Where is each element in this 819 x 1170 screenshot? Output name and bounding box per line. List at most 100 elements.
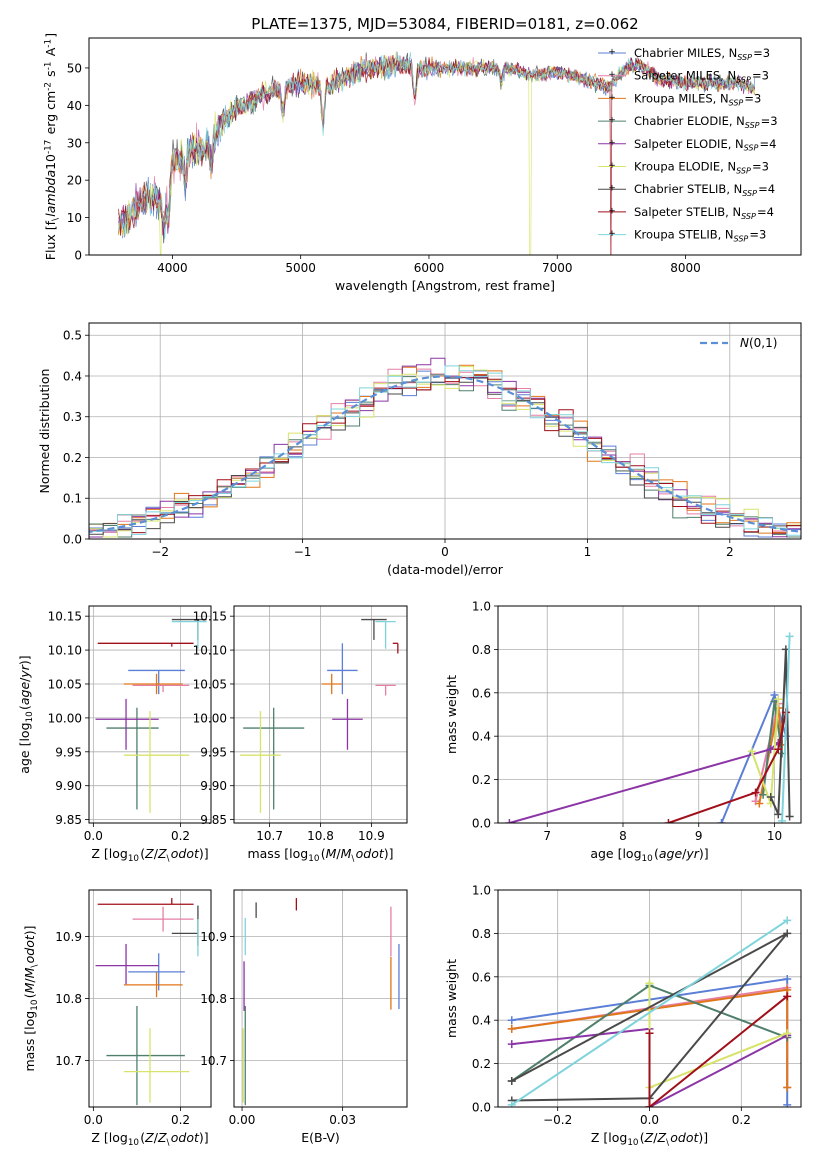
- plot-area-weight-vs-Z: [507, 916, 792, 1107]
- axes-frame: [88, 605, 212, 824]
- weight-marker: [785, 632, 794, 641]
- errorbar-salpeter-miles: [132, 684, 190, 693]
- y-tick-label: 9.85: [200, 813, 227, 827]
- errorbar-chabrier-elodie: [106, 707, 159, 810]
- weight-marker: [507, 1076, 516, 1085]
- y-tick-label: 0.6: [472, 970, 491, 984]
- x-tick-label: 9: [695, 829, 703, 843]
- y-tick-label: 0.8: [472, 927, 491, 941]
- x-tick-label: 0.0: [640, 1113, 659, 1127]
- weight-marker: [783, 916, 792, 925]
- weight-marker: [645, 1103, 654, 1107]
- x-axis-label: wavelength [Angstrom, rest frame]: [335, 278, 555, 293]
- x-tick-label: 4000: [157, 261, 188, 275]
- weight-line-salpeter-stelib: [668, 712, 787, 823]
- weight-marker: [778, 816, 787, 823]
- x-axis-label: E(B-V): [301, 1130, 340, 1145]
- y-tick-label: 0.1: [63, 492, 82, 506]
- y-axis-label: mass weight: [444, 959, 459, 1038]
- weight-marker: [645, 1029, 654, 1038]
- y-tick-label: 0.0: [63, 533, 82, 547]
- weight-marker: [783, 992, 792, 1001]
- y-tick-label: 0.0: [472, 1101, 491, 1115]
- weight-line-salpeter-stelib: [648, 995, 788, 1107]
- y-tick-label: 0.2: [472, 1057, 491, 1071]
- y-tick-label: 10.10: [48, 644, 82, 658]
- errorbar-kroupa-miles: [123, 972, 183, 998]
- plot-area-weight-vs-age: [505, 632, 794, 823]
- errorbar-salpeter-stelib: [97, 642, 194, 647]
- legend-marker: +: [608, 93, 616, 103]
- x-tick-label: 0.2: [171, 1113, 190, 1127]
- plot-area-age-vs-Z: [95, 618, 207, 813]
- panel-age-vs-mass: 10.7 10.8 10.9 9.85 9.90 9.95 10.00 10.05 10.10 1…: [193, 605, 408, 864]
- weight-marker: [774, 745, 783, 754]
- histogram-kroupa-elodie: [89, 366, 801, 538]
- y-tick-label: 0.3: [63, 410, 82, 424]
- weight-marker: [747, 747, 756, 756]
- y-tick-label: 0.2: [472, 773, 491, 787]
- x-axis-label: Z [log10 (Z/Z\ odot)]: [591, 1130, 708, 1148]
- legend-marker: +: [608, 184, 616, 194]
- x-tick-label: 6000: [414, 261, 445, 275]
- weight-marker: [664, 819, 673, 823]
- y-tick-label: 10.8: [200, 992, 227, 1006]
- y-tick-label: 0.8: [472, 643, 491, 657]
- x-axis-label: age [log10 (age/yr)]: [590, 846, 708, 864]
- axes-frame: [233, 889, 408, 1108]
- axes-frame: [88, 37, 802, 256]
- y-tick-label: 0.5: [63, 329, 82, 343]
- errorbar-chabrier-elodie: [243, 707, 305, 810]
- legend-marker: +: [608, 229, 616, 239]
- plot-area-age-vs-mass: [240, 618, 399, 813]
- panel-weight-vs-age: 7 8 9 10 0.0 0.2 0.4 0.6 0.8 1.0 age [log10 (age/y…: [444, 600, 802, 864]
- legend-label: Chabrier ELODIE, NSSP =3: [634, 114, 778, 130]
- y-tick-label: 0.2: [63, 451, 82, 465]
- errorbar-chabrier-stelib: [361, 618, 387, 640]
- figure-title: PLATE=1375, MJD=53084, FIBERID=0181, z=0…: [251, 15, 638, 33]
- y-tick-label: 10.05: [193, 677, 227, 691]
- x-tick-label: 10.7: [256, 829, 283, 843]
- y-tick-label: 9.95: [200, 745, 227, 759]
- legend-label: Kroupa ELODIE, NSSP =3: [634, 160, 769, 176]
- x-tick-label: 0.2: [732, 1113, 751, 1127]
- legend-marker: +: [608, 116, 616, 126]
- x-tick-label: 0.0: [84, 1113, 103, 1127]
- x-tick-label: 0.03: [329, 1113, 356, 1127]
- panel-residuals: −2 −1 0 1 2 0.0 0.1 0.2 0.3 0.4 0.5 (data-model)/er…: [37, 322, 802, 577]
- y-tick-label: 10.9: [55, 930, 82, 944]
- y-tick-label: 9.85: [55, 813, 82, 827]
- panel-mass-vs-EBV: 0.00 0.03 10.7 10.8 10.9 E(B-V): [200, 889, 408, 1145]
- errorbar-salpeter-stelib: [97, 898, 194, 905]
- x-tick-label: 2: [726, 545, 734, 559]
- y-axis-label: age [log10 (age/yr)]: [17, 655, 35, 773]
- x-tick-label: 0.00: [229, 1113, 256, 1127]
- weight-marker: [505, 819, 514, 823]
- y-tick-label: 0.4: [63, 369, 82, 383]
- weight-marker: [751, 788, 760, 797]
- y-tick-label: 40: [67, 99, 82, 113]
- y-tick-label: 10.15: [48, 610, 82, 624]
- errorbar-chabrier-elodie: [106, 1005, 185, 1106]
- legend-label: Salpeter STELIB, NSSP =4: [634, 205, 774, 221]
- y-tick-label: 1.0: [472, 884, 491, 898]
- y-axis-label: mass [log10 (M/M\ odot)]: [22, 925, 40, 1071]
- weight-marker: [507, 1016, 516, 1025]
- x-tick-label: 7000: [542, 261, 573, 275]
- weight-marker: [766, 792, 775, 801]
- x-tick-label: 0.0: [84, 829, 103, 843]
- legend-marker: +: [608, 138, 616, 148]
- y-tick-label: 30: [67, 136, 82, 150]
- weight-marker: [717, 819, 726, 823]
- weight-marker: [507, 1024, 516, 1033]
- weight-marker: [783, 1029, 792, 1038]
- weight-line-chabrier-stelib: [511, 932, 788, 1102]
- legend-label: Salpeter ELODIE, NSSP =4: [634, 137, 776, 153]
- y-tick-label: 10.8: [55, 992, 82, 1006]
- axes-frame: [88, 889, 212, 1108]
- weight-marker: [783, 1083, 792, 1092]
- y-tick-label: 9.90: [55, 779, 82, 793]
- weight-marker: [783, 929, 792, 938]
- x-axis-label: Z [log10 (Z/Z\ odot)]: [91, 846, 208, 864]
